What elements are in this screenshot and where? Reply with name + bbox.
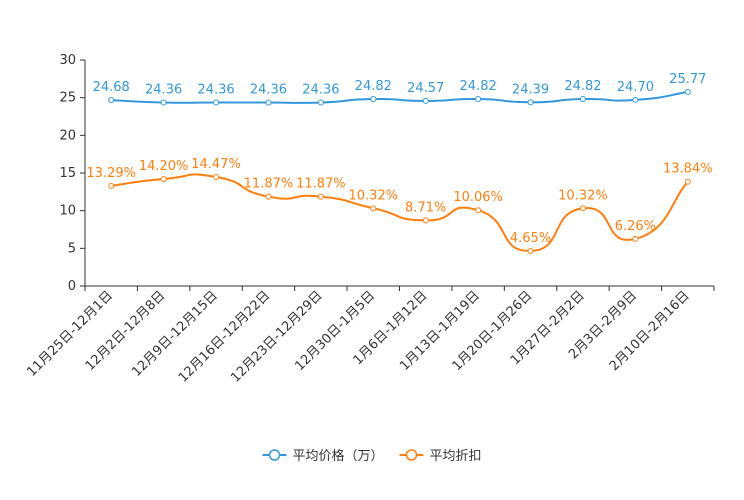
data-point xyxy=(632,96,639,103)
data-label: 24.39 xyxy=(512,82,549,97)
data-point xyxy=(475,207,482,214)
data-point xyxy=(684,178,691,185)
data-label: 10.06% xyxy=(453,190,503,205)
data-point xyxy=(684,88,691,95)
data-label: 10.32% xyxy=(349,188,399,203)
data-point xyxy=(632,235,639,242)
y-tick-label: 30 xyxy=(59,53,76,68)
data-label: 4.65% xyxy=(510,231,551,246)
data-point xyxy=(370,96,377,103)
data-point xyxy=(422,97,429,104)
y-tick-label: 20 xyxy=(59,128,76,143)
data-point xyxy=(370,205,377,212)
data-label: 10.32% xyxy=(558,188,608,203)
data-point xyxy=(108,97,115,104)
data-label: 24.82 xyxy=(355,79,392,94)
data-label: 24.36 xyxy=(145,82,182,97)
data-label: 25.77 xyxy=(669,72,706,87)
data-label: 24.57 xyxy=(407,81,444,96)
data-point xyxy=(317,99,324,106)
data-point xyxy=(265,193,272,200)
data-label: 11.87% xyxy=(244,177,294,192)
data-point xyxy=(317,193,324,200)
data-label: 24.36 xyxy=(302,82,339,97)
data-label: 14.20% xyxy=(139,159,189,174)
data-point xyxy=(475,96,482,103)
x-tick-label: 12月23日-12月29日 xyxy=(228,288,325,385)
legend-item-2[interactable]: 平均折扣 xyxy=(399,449,482,464)
data-label: 8.71% xyxy=(405,200,446,215)
data-label: 6.26% xyxy=(615,219,656,234)
legend-label: 平均价格（万） xyxy=(293,448,384,464)
data-label: 24.36 xyxy=(197,82,234,97)
y-tick-label: 15 xyxy=(59,166,76,181)
data-label: 24.82 xyxy=(564,79,601,94)
data-point xyxy=(527,247,534,254)
data-point xyxy=(265,99,272,106)
y-tick-label: 25 xyxy=(59,91,76,106)
data-point xyxy=(160,176,167,183)
data-point xyxy=(213,173,220,180)
data-point xyxy=(213,99,220,106)
x-tick-label: 12月16日-12月22日 xyxy=(176,288,273,385)
legend-marker-icon xyxy=(268,449,281,461)
legend-item-1[interactable]: 平均价格（万） xyxy=(262,448,384,464)
data-point xyxy=(160,99,167,106)
data-point xyxy=(108,182,115,189)
data-point xyxy=(579,96,586,103)
y-tick-label: 5 xyxy=(68,241,76,256)
data-label: 24.36 xyxy=(250,82,287,97)
data-point xyxy=(527,99,534,106)
data-label: 24.70 xyxy=(617,80,654,95)
y-tick-label: 0 xyxy=(68,279,76,294)
data-point xyxy=(579,205,586,212)
data-point xyxy=(422,217,429,224)
data-label: 14.47% xyxy=(191,157,241,172)
legend-marker-icon xyxy=(405,449,418,461)
series-line-2 xyxy=(111,173,689,252)
x-tick-label: 11月25日-12月1日 xyxy=(24,288,116,380)
data-label: 13.84% xyxy=(663,162,713,177)
legend-label: 平均折扣 xyxy=(430,449,482,464)
data-label: 11.87% xyxy=(296,177,346,192)
data-label: 24.68 xyxy=(93,80,130,95)
y-tick-label: 10 xyxy=(59,204,76,219)
data-label: 13.29% xyxy=(86,166,136,181)
data-label: 24.82 xyxy=(460,79,497,94)
